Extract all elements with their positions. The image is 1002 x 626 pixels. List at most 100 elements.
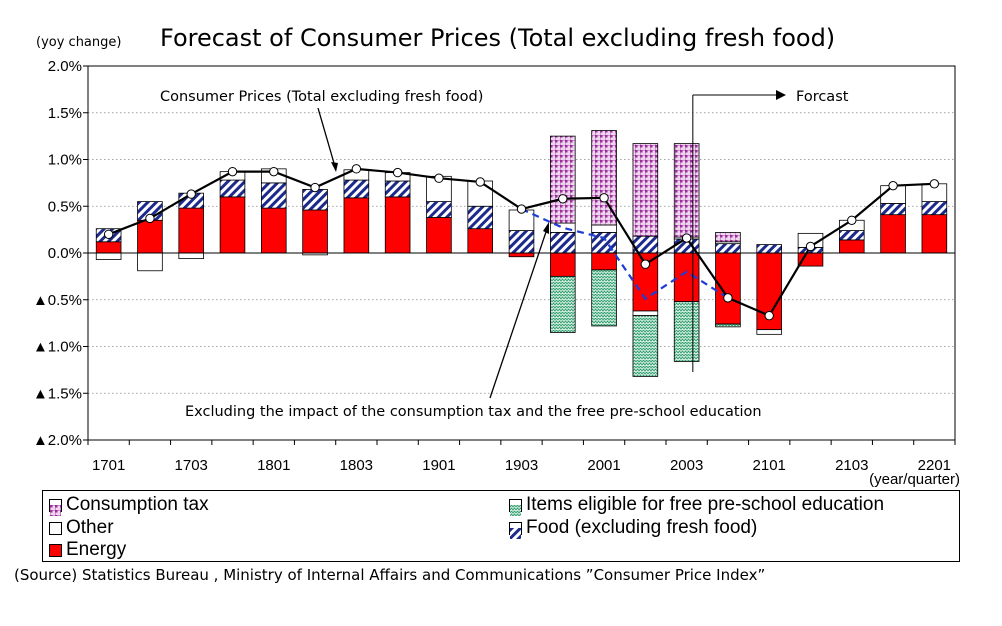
annotations: Consumer Prices (Total excluding fresh f… bbox=[160, 89, 849, 420]
bar-segment-preschool bbox=[673, 301, 700, 362]
bar-segment-food bbox=[426, 201, 452, 218]
cpi-point bbox=[847, 215, 857, 225]
legend-swatch-preschool bbox=[509, 498, 522, 516]
cpi-point bbox=[599, 193, 609, 203]
y-tick-label: 2.0% bbox=[48, 58, 82, 75]
bar-segment-other bbox=[756, 329, 782, 335]
legend-swatch-energy bbox=[49, 543, 62, 557]
legend: Consumption tax Items eligible for free … bbox=[42, 490, 960, 562]
legend-swatch-other bbox=[49, 521, 62, 535]
legend-label: Energy bbox=[66, 539, 127, 560]
bar-segment-energy bbox=[508, 252, 535, 258]
cpi-point bbox=[681, 233, 692, 243]
y-tick-label: 1.5% bbox=[48, 105, 82, 122]
cpi-point bbox=[475, 177, 485, 187]
cpi-point bbox=[392, 167, 403, 178]
bar-segment-energy bbox=[302, 209, 328, 254]
cpi-point bbox=[227, 166, 238, 177]
x-tick-label: 2001 bbox=[587, 457, 620, 474]
y-ticks: 2.0% 1.5% 1.0% 0.5% 0.0% ▲0.5% ▲1.0% ▲1.5% ▲2.0% bbox=[33, 58, 82, 449]
bar-segment-food bbox=[715, 243, 741, 254]
excl-series-label: Excluding the impact of the consumption … bbox=[185, 404, 762, 420]
forecast-arrowhead bbox=[776, 90, 786, 100]
chart-title: Forecast of Consumer Prices (Total exclu… bbox=[160, 24, 835, 52]
y-tick-label: ▲0.5% bbox=[33, 292, 82, 309]
cpi-point bbox=[805, 241, 816, 252]
bar-segment-energy bbox=[921, 214, 948, 254]
bar-segment-energy bbox=[343, 197, 370, 254]
bar-segment-energy bbox=[715, 252, 741, 325]
legend-swatch-food bbox=[509, 521, 522, 539]
bar-segment-food bbox=[343, 179, 370, 199]
y-tick-label: 0.5% bbox=[48, 198, 82, 215]
bars bbox=[95, 130, 948, 377]
x-tick-label: 1701 bbox=[92, 457, 125, 474]
bar-segment-tax bbox=[550, 135, 576, 224]
chart: (yoy change) Forecast of Consumer Prices… bbox=[33, 24, 960, 488]
bar-segment-food bbox=[921, 201, 948, 216]
source-note: (Source) Statistics Bureau , Ministry of… bbox=[14, 566, 766, 584]
x-tick-label: 2103 bbox=[835, 457, 868, 474]
bar-segment-other bbox=[632, 310, 659, 317]
cpi-point bbox=[310, 182, 320, 193]
cpi-point bbox=[558, 194, 568, 204]
x-tick-label: 2003 bbox=[670, 457, 703, 474]
y-tick-label: ▲1.0% bbox=[33, 339, 82, 356]
cpi-point bbox=[640, 259, 651, 269]
bar-segment-tax bbox=[715, 232, 741, 243]
cpi-point bbox=[145, 213, 155, 224]
legend-label: Consumption tax bbox=[66, 494, 209, 515]
bar-segment-energy bbox=[426, 217, 452, 254]
bar-segment-food bbox=[467, 205, 494, 230]
legend-label: Items eligible for free pre-school educa… bbox=[526, 494, 885, 515]
x-tick-label: 1903 bbox=[505, 457, 538, 474]
legend-item-preschool: Items eligible for free pre-school educa… bbox=[509, 494, 884, 516]
bar-segment-food bbox=[880, 203, 906, 216]
cpi-point bbox=[434, 173, 444, 183]
cpi-point bbox=[764, 310, 774, 321]
cpi-point bbox=[516, 204, 527, 214]
bar-segment-energy bbox=[839, 239, 865, 254]
bar-segment-preschool bbox=[715, 323, 741, 328]
bar-segment-food bbox=[508, 230, 535, 254]
axes bbox=[83, 65, 956, 445]
bar-segment-energy bbox=[467, 228, 494, 254]
bar-segment-energy bbox=[550, 252, 576, 277]
y-axis-unit-label: (yoy change) bbox=[36, 35, 121, 50]
excl-label-arrow bbox=[489, 225, 549, 399]
cpi-point bbox=[888, 180, 898, 191]
forecast-label: Forcast bbox=[796, 89, 849, 105]
legend-label: Other bbox=[66, 517, 114, 538]
legend-label: Food (excluding fresh food) bbox=[526, 517, 758, 538]
cpi-point bbox=[269, 166, 279, 177]
cpi-point bbox=[186, 189, 196, 199]
y-tick-label: ▲2.0% bbox=[33, 432, 82, 449]
bar-segment-food bbox=[550, 232, 576, 254]
line-label-arrow bbox=[317, 107, 337, 171]
x-ticks: 1701 1703 1801 1803 1901 1903 2001 2003 2101 2103… bbox=[92, 457, 951, 474]
bar-segment-preschool bbox=[550, 275, 576, 333]
excl-label-arrowhead bbox=[543, 222, 549, 234]
bar-segment-energy bbox=[95, 241, 122, 254]
line-label-arrowhead bbox=[331, 162, 338, 172]
x-tick-label: 2201 bbox=[918, 457, 951, 474]
x-tick-label: 1703 bbox=[175, 457, 208, 474]
bar-segment-food bbox=[384, 180, 411, 198]
bar-segment-other bbox=[95, 252, 122, 260]
bar-segment-tax bbox=[632, 143, 659, 237]
cpi-point bbox=[929, 179, 940, 189]
excl-series-line bbox=[521, 208, 729, 301]
cpi-point bbox=[351, 164, 362, 174]
cpi-point bbox=[103, 229, 114, 240]
x-tick-label: 1803 bbox=[340, 457, 373, 474]
bar-segment-energy bbox=[384, 196, 411, 254]
legend-item-consumption-tax: Consumption tax bbox=[49, 494, 209, 516]
bar-segment-other bbox=[178, 252, 204, 260]
bar-segment-food bbox=[219, 179, 246, 198]
bar-segment-other bbox=[591, 224, 617, 233]
bar-segment-preschool bbox=[591, 269, 617, 327]
bar-segment-energy bbox=[178, 207, 204, 254]
x-axis-label: (year/quarter) bbox=[869, 471, 960, 488]
legend-item-energy: Energy bbox=[49, 539, 126, 561]
bar-segment-food bbox=[260, 182, 287, 209]
